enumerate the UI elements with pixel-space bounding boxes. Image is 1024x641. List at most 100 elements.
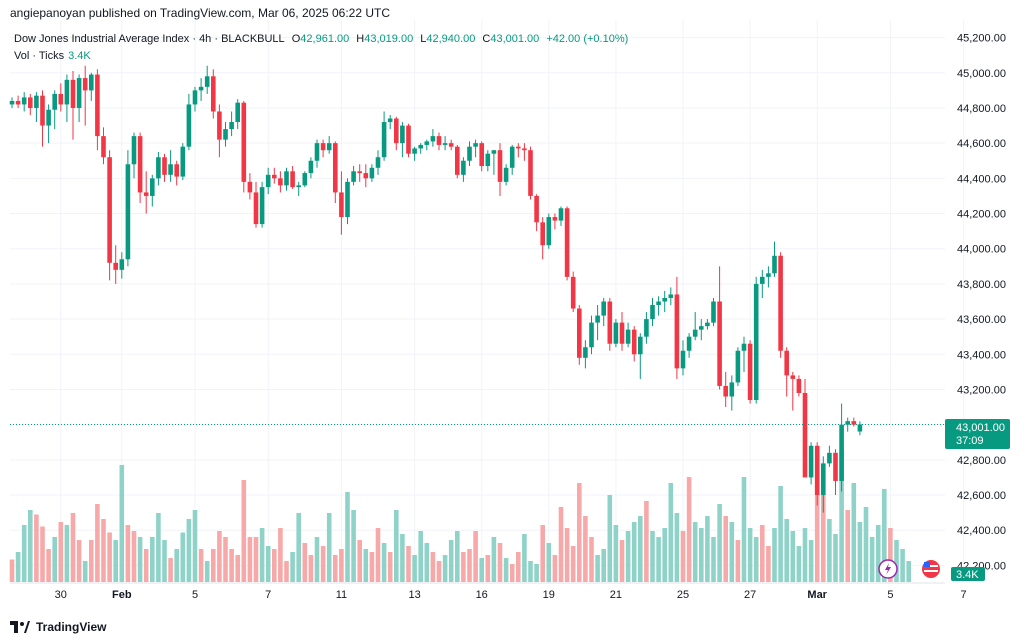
volume-bar <box>741 477 747 582</box>
volume-bar <box>375 528 381 582</box>
candle-body <box>186 104 192 147</box>
volume-bar <box>259 528 265 582</box>
candle-body <box>808 445 814 478</box>
price-axis[interactable]: 42,200.0042,400.0042,600.0042,800.0043,0… <box>957 33 1006 573</box>
candle-body <box>9 100 15 105</box>
candle-body <box>540 222 545 246</box>
volume-bar <box>540 525 545 582</box>
volume-bar <box>833 534 838 582</box>
volume-bar <box>784 519 789 582</box>
volume-bar <box>82 561 88 582</box>
symbol-legend: Dow Jones Industrial Average Index · 4h … <box>14 33 632 45</box>
volume-bar <box>875 525 881 582</box>
price-change: +42.00 (+0.10%) <box>546 33 629 45</box>
volume-value: 3.4K <box>68 50 91 62</box>
candle-body <box>662 297 667 302</box>
volume-bar <box>888 528 893 582</box>
candle-body <box>76 78 82 108</box>
candle-body <box>217 111 222 140</box>
candle-body <box>107 157 112 263</box>
candle-body <box>253 192 259 225</box>
volume-bar <box>680 531 686 582</box>
volume-bar <box>900 549 905 582</box>
candle-body <box>479 143 484 167</box>
candle-body <box>265 174 271 188</box>
us-flag-icon[interactable] <box>922 560 940 578</box>
volume-bar <box>235 555 240 582</box>
volume-bar <box>204 561 210 582</box>
volume-bar <box>631 522 637 582</box>
candle-body <box>467 146 472 161</box>
candle-body <box>375 157 381 168</box>
volume-bar <box>229 549 234 582</box>
candle-body <box>692 329 698 337</box>
candle-body <box>46 109 51 126</box>
volume-bar <box>211 549 216 582</box>
volume-bar <box>845 510 850 582</box>
candle-body <box>845 421 850 425</box>
volume-bar <box>119 465 125 582</box>
volume-bar <box>290 552 295 582</box>
y-tick-label: 44,200.00 <box>957 209 1006 221</box>
volume-bar <box>509 564 515 582</box>
candle-body <box>546 217 552 246</box>
candle-body <box>442 143 448 145</box>
candle-body <box>509 146 515 168</box>
x-tick-label: Feb <box>112 589 132 601</box>
y-tick-label: 45,000.00 <box>957 68 1006 80</box>
candle-body <box>528 150 533 196</box>
volume-bar <box>265 546 271 582</box>
volume-bar <box>821 495 826 582</box>
volume-bar <box>333 555 338 582</box>
candle-body <box>741 343 747 351</box>
candle-body <box>790 375 796 379</box>
candle-body <box>113 262 118 270</box>
grid-lines <box>10 20 965 583</box>
candle-body <box>345 181 350 218</box>
ohlc-close: C43,001.00 <box>482 33 540 45</box>
lightning-icon[interactable] <box>878 559 898 579</box>
x-tick-label: 13 <box>408 589 420 601</box>
candle-body <box>485 153 491 167</box>
candle-body <box>272 174 277 179</box>
volume-bar <box>589 537 594 582</box>
volume-bar <box>430 552 436 582</box>
time-axis[interactable]: 30 Feb 5 7 11 13 16 19 21 25 27 Mar 5 7 <box>10 582 967 601</box>
volume-bar <box>272 549 277 582</box>
symbol-title[interactable]: Dow Jones Industrial Average Index · 4h … <box>14 33 285 45</box>
candle-body <box>851 421 857 425</box>
candle-body <box>400 125 405 144</box>
volume-bar <box>906 561 911 582</box>
candle-body <box>34 95 39 108</box>
candle-body <box>168 164 173 175</box>
volume-bar <box>40 526 45 582</box>
y-tick-label: 43,400.00 <box>957 349 1006 361</box>
volume-bar <box>70 513 76 582</box>
candle-body <box>833 452 838 481</box>
candle-body <box>406 125 411 154</box>
volume-bar <box>168 558 173 582</box>
volume-bar <box>89 540 94 582</box>
candle-body <box>570 276 576 309</box>
x-tick-label: 5 <box>192 589 198 601</box>
candle-body <box>284 171 289 186</box>
volume-bar <box>497 543 503 582</box>
volume-bar <box>284 561 289 582</box>
candle-body <box>534 195 539 223</box>
volume-legend[interactable]: Vol · Ticks 3.4K <box>14 50 91 62</box>
volume-bar <box>302 543 308 582</box>
volume-bar <box>863 507 869 582</box>
tradingview-footer[interactable]: TradingView <box>10 620 106 634</box>
volume-bar <box>28 510 33 582</box>
volume-bar <box>711 537 716 582</box>
volume-bar <box>772 528 777 582</box>
volume-bar <box>595 555 600 582</box>
volume-bar <box>485 555 491 582</box>
volume-bar <box>320 546 326 582</box>
candle-body <box>772 255 777 274</box>
candle-body <box>278 178 283 186</box>
candle-body <box>131 136 137 165</box>
volume-bar <box>601 549 606 582</box>
ohlc-high: H43,019.00 <box>356 33 414 45</box>
